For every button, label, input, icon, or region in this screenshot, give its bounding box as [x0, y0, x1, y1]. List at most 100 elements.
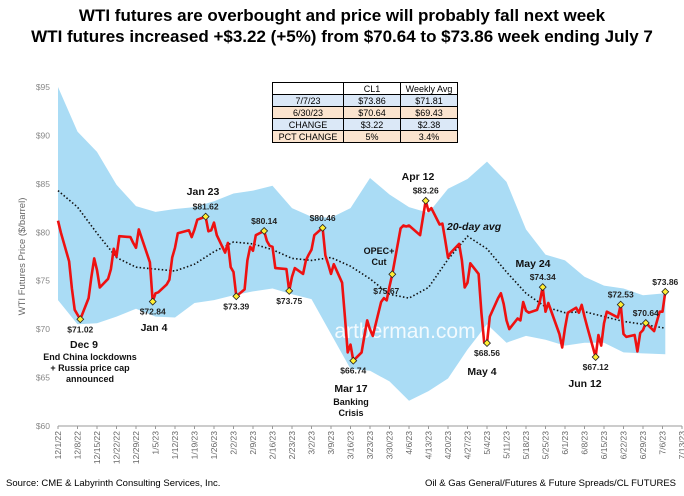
x-tick-label: 4/6/23: [404, 431, 414, 455]
x-tick-label: 5/25/23: [541, 431, 551, 460]
chart-annotation: Banking: [333, 397, 369, 407]
stats-header-blank: [272, 82, 344, 95]
point-marker: [616, 300, 625, 309]
stats-row-change: CHANGE $3.22 $2.38: [272, 118, 458, 131]
point-marker: [232, 292, 241, 301]
point-value-label: $73.75: [276, 296, 302, 306]
stats-avg-value: $69.43: [400, 106, 458, 119]
point-value-label: $83.26: [413, 186, 439, 196]
point-value-label: $81.62: [193, 202, 219, 212]
x-tick-label: 6/22/23: [619, 431, 629, 460]
y-tick-label: $95: [36, 82, 50, 92]
x-tick-label: 1/5/23: [151, 431, 161, 455]
chart-title: WTI futures are overbought and price wil…: [78, 6, 606, 25]
x-tick-label: 12/22/22: [112, 431, 122, 464]
y-axis-label: WTI Futures Price ($/barrel): [17, 198, 28, 316]
x-tick-label: 12/8/22: [73, 431, 83, 460]
point-marker: [421, 196, 430, 205]
source-path-note: Oil & Gas General/Futures & Future Sprea…: [425, 478, 676, 489]
point-marker: [641, 318, 650, 327]
x-tick-label: 3/2/23: [307, 431, 317, 455]
chart-annotation: Cut: [372, 257, 387, 267]
source-note: Source: CME & Labyrinth Consulting Servi…: [6, 478, 221, 489]
y-tick-label: $80: [36, 227, 50, 237]
x-tick-label: 5/11/23: [502, 431, 512, 459]
point-marker: [591, 353, 600, 362]
chart-annotation: Jan 4: [141, 322, 168, 334]
x-tick-label: 7/6/23: [658, 431, 668, 455]
point-value-label: $80.14: [251, 216, 277, 226]
stats-header-cl1: CL1: [343, 82, 401, 95]
point-value-label: $72.84: [140, 307, 166, 317]
stats-avg-value: $71.81: [400, 94, 458, 107]
y-tick-label: $60: [36, 421, 50, 431]
x-tick-label: 1/19/23: [190, 431, 200, 460]
x-tick-label: 3/9/23: [326, 431, 336, 455]
point-value-label: $74.34: [530, 272, 556, 282]
stats-avg-value: $2.38: [400, 118, 458, 131]
stats-row-label: 7/7/23: [272, 94, 344, 107]
point-value-label: $80.46: [310, 213, 336, 223]
point-marker: [349, 356, 358, 365]
x-tick-label: 3/16/23: [346, 431, 356, 460]
x-tick-label: 5/18/23: [521, 431, 531, 460]
y-tick-label: $65: [36, 373, 50, 383]
x-tick-label: 3/30/23: [385, 431, 395, 460]
point-value-label: $72.53: [608, 290, 634, 300]
y-tick-label: $90: [36, 130, 50, 140]
avg-line: [57, 189, 666, 329]
point-marker: [76, 315, 85, 324]
y-tick-label: $70: [36, 324, 50, 334]
stats-cl1-value: 5%: [343, 130, 401, 143]
x-tick-label: 12/1/22: [53, 431, 63, 460]
stats-header-weekly-avg: Weekly Avg: [400, 82, 458, 95]
chart-annotation: OPEC+: [364, 246, 395, 256]
point-marker: [538, 283, 547, 292]
point-value-label: $71.02: [67, 324, 93, 334]
stats-row-label: 6/30/23: [272, 106, 344, 119]
x-tick-label: 2/9/23: [248, 431, 258, 455]
chart-annotation: Apr 12: [402, 171, 435, 183]
x-tick-label: 4/27/23: [463, 431, 473, 460]
x-tick-label: 12/15/22: [92, 431, 102, 464]
x-tick-label: 2/2/23: [229, 431, 239, 455]
x-tick-label: 12/29/22: [131, 431, 141, 464]
x-tick-label: 5/4/23: [482, 431, 492, 455]
stats-cl1-value: $3.22: [343, 118, 401, 131]
point-marker: [260, 226, 269, 235]
stats-avg-value: 3.4%: [400, 130, 458, 143]
point-value-label: $67.12: [583, 362, 609, 372]
watermark: artberman.com: [334, 320, 475, 343]
point-marker: [388, 270, 397, 279]
point-value-label: $68.56: [474, 348, 500, 358]
chart-annotation: May 24: [515, 258, 550, 270]
stats-cl1-value: $73.86: [343, 94, 401, 107]
stats-row-pct-change: PCT CHANGE 5% 3.4%: [272, 130, 458, 143]
x-tick-label: 6/1/23: [560, 431, 570, 455]
x-tick-label: 4/20/23: [443, 431, 453, 460]
point-value-label: $66.74: [340, 366, 366, 376]
stats-row-prior: 6/30/23 $70.64 $69.43: [272, 106, 458, 119]
chart-annotation: announced: [66, 374, 114, 384]
point-value-label: $75.67: [373, 286, 399, 296]
chart-annotation: Jun 12: [568, 378, 601, 390]
point-value-label: $70.64: [633, 308, 659, 318]
chart-annotation: Mar 17: [334, 383, 367, 395]
point-marker: [285, 286, 294, 295]
x-tick-label: 6/8/23: [580, 431, 590, 455]
point-marker: [201, 212, 210, 221]
x-tick-label: 2/16/23: [268, 431, 278, 460]
y-tick-label: $85: [36, 179, 50, 189]
stats-row-current: 7/7/23 $73.86 $71.81: [272, 94, 458, 107]
chart-subtitle: WTI futures increased +$3.22 (+5%) from …: [31, 27, 653, 46]
chart-annotation: Dec 9: [70, 339, 98, 351]
chart-annotation: Jan 23: [187, 186, 220, 198]
x-tick-label: 2/23/23: [287, 431, 297, 460]
x-tick-label: 6/29/23: [638, 431, 648, 460]
x-tick-label: 3/23/23: [365, 431, 375, 460]
chart-annotation: + Russia price cap: [50, 363, 130, 373]
point-marker: [483, 339, 491, 348]
price-line: [56, 199, 667, 363]
x-tick-label: 4/13/23: [424, 431, 434, 460]
